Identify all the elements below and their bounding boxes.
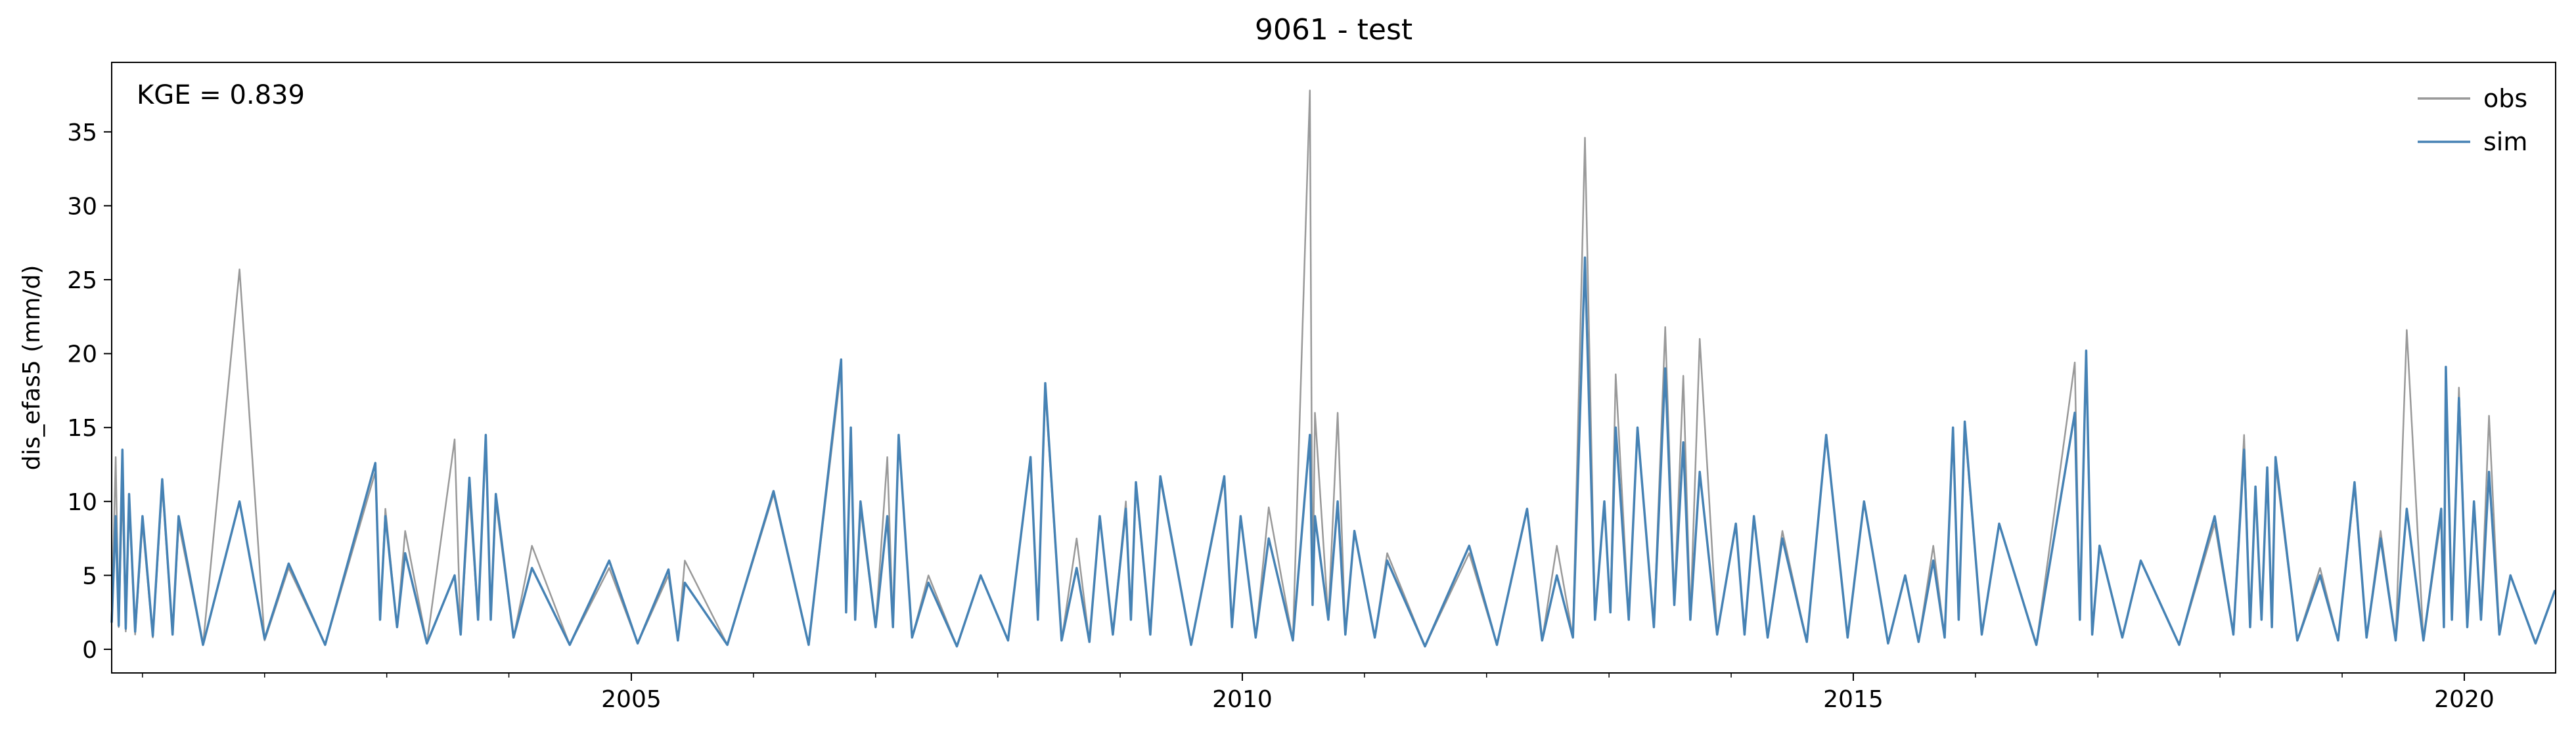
y-tick-label: 15 — [67, 415, 97, 442]
annotation: KGE = 0.839 — [137, 80, 305, 110]
series-line — [110, 256, 2556, 648]
y-tick-label: 0 — [82, 637, 97, 664]
plot-area — [110, 89, 2556, 648]
x-tick-label: 2015 — [1823, 686, 1884, 713]
y-tick-label: 35 — [67, 119, 97, 146]
y-axis-label: dis_efas5 (mm/d) — [18, 265, 45, 471]
y-tick-label: 25 — [67, 267, 97, 294]
y-tick-label: 5 — [82, 563, 97, 590]
x-tick-label: 2005 — [601, 686, 662, 713]
axes-frame — [111, 62, 2556, 674]
y-tick-label: 20 — [67, 341, 97, 368]
chart-title: 9061 - test — [1255, 13, 1412, 47]
x-tick-label: 2020 — [2434, 686, 2495, 713]
legend-label: obs — [2483, 84, 2527, 113]
legend-label: sim — [2483, 127, 2527, 156]
y-tick-label: 30 — [67, 193, 97, 220]
y-tick-label: 10 — [67, 489, 97, 516]
x-tick-label: 2010 — [1212, 686, 1273, 713]
